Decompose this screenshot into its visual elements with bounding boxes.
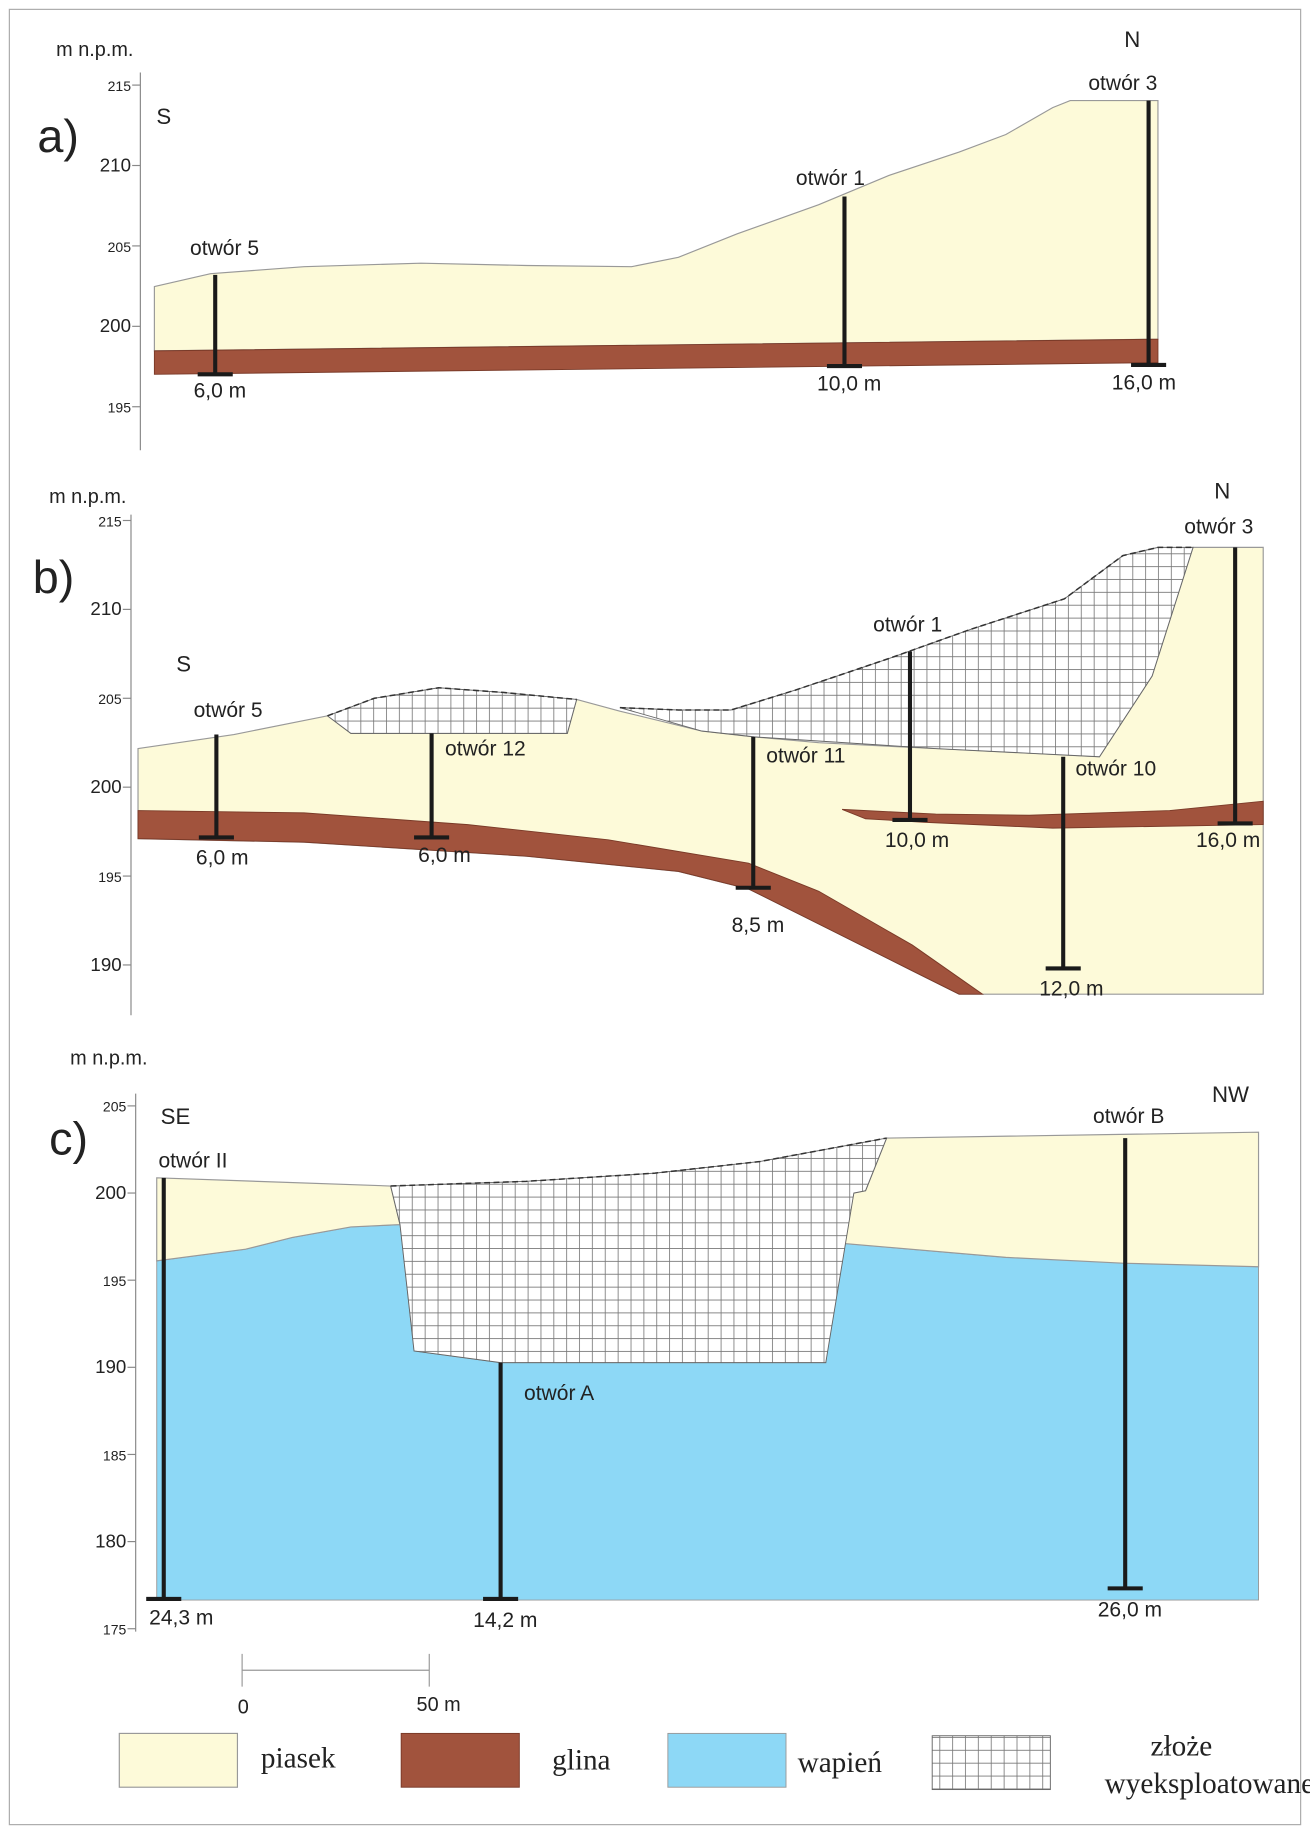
borehole-name: otwór A — [524, 1382, 594, 1405]
tick-label: 215 — [98, 513, 122, 529]
borehole-name: otwór II — [158, 1149, 227, 1172]
legend-swatch — [400, 1732, 520, 1788]
tick-label: 215 — [108, 78, 132, 94]
borehole-name: otwór 1 — [796, 167, 865, 190]
panel-label: a) — [37, 110, 79, 162]
exploited-deposit — [390, 1137, 888, 1364]
section-c — [156, 1131, 1260, 1601]
clay-layer — [153, 338, 1159, 375]
borehole-name: otwór 11 — [766, 745, 845, 768]
sand-layer — [841, 1131, 1260, 1268]
borehole-depth: 6,0 m — [418, 844, 471, 867]
tick-label: 205 — [108, 239, 132, 255]
tick-label: 210 — [100, 154, 131, 175]
tick-label: 195 — [108, 400, 132, 416]
section-b — [137, 546, 1264, 995]
clay-layer — [137, 810, 984, 995]
borehole-name: otwór 3 — [1184, 515, 1253, 538]
tick-label: 175 — [103, 1622, 127, 1638]
legend-swatch — [667, 1732, 787, 1788]
borehole-depth: 16,0 m — [1112, 371, 1176, 394]
former-surface — [390, 1137, 887, 1187]
former-surface — [327, 686, 577, 717]
tick-label: 195 — [103, 1273, 127, 1289]
direction-label: S — [156, 104, 171, 129]
tick-label: 200 — [90, 776, 121, 797]
axis-unit: m n.p.m. — [56, 39, 133, 61]
legend: piasek glina wapień złoże wyeksploatowan… — [118, 1731, 1310, 1800]
scale-bar: 0 50 m — [238, 1653, 461, 1719]
direction-label: SE — [161, 1104, 191, 1129]
borehole-name: otwór B — [1093, 1105, 1164, 1128]
borehole-depth: 6,0 m — [196, 846, 249, 869]
tick-label: 195 — [98, 869, 122, 885]
exploited-deposit — [619, 546, 1194, 758]
direction-label: N — [1214, 478, 1230, 503]
exploited-deposit — [326, 687, 578, 734]
borehole-name: otwór 5 — [190, 237, 259, 260]
tick-label: 190 — [90, 954, 121, 975]
borehole-depth: 10,0 m — [817, 373, 881, 396]
scale-label: 50 m — [417, 1694, 461, 1716]
legend-label: wapień — [798, 1747, 883, 1779]
legend-swatch — [118, 1732, 239, 1788]
legend-label: złoże — [1151, 1731, 1213, 1763]
borehole-name: otwór 3 — [1088, 72, 1157, 95]
axis-unit: m n.p.m. — [70, 1047, 147, 1069]
borehole-depth: 10,0 m — [885, 829, 949, 852]
tick-label: 210 — [90, 598, 121, 619]
borehole-depth: 12,0 m — [1039, 977, 1103, 1000]
frame — [8, 8, 1302, 1826]
borehole-depth: 6,0 m — [194, 380, 247, 403]
tick-label: 190 — [95, 1356, 126, 1377]
borehole-name: otwór 10 — [1075, 757, 1156, 780]
borehole-name: otwór 12 — [445, 738, 526, 761]
scale-label: 0 — [238, 1697, 249, 1719]
legend-label: piasek — [261, 1742, 336, 1774]
axis-unit: m n.p.m. — [49, 486, 126, 508]
borehole-depth: 8,5 m — [732, 914, 785, 937]
tick-label: 200 — [95, 1182, 126, 1203]
former-surface — [619, 546, 1194, 711]
borehole-depth: 24,3 m — [149, 1607, 213, 1630]
legend-swatch — [931, 1735, 1051, 1791]
tick-label: 200 — [100, 315, 131, 336]
borehole-name: otwór 5 — [194, 699, 263, 722]
borehole-depth: 26,0 m — [1098, 1598, 1162, 1621]
panel-label: b) — [33, 551, 75, 603]
tick-label: 185 — [103, 1447, 127, 1463]
section-a — [153, 100, 1159, 375]
legend-label: wyeksploatowane — [1105, 1768, 1310, 1800]
borehole-depth: 14,2 m — [473, 1609, 537, 1632]
direction-label: S — [176, 651, 191, 676]
sand-layer — [153, 100, 1159, 352]
tick-label: 205 — [98, 691, 122, 707]
borehole-depth: 16,0 m — [1196, 829, 1260, 852]
tick-label: 180 — [95, 1530, 126, 1551]
tick-label: 205 — [103, 1099, 127, 1115]
borehole-name: otwór 1 — [873, 614, 942, 637]
legend-label: glina — [552, 1745, 610, 1777]
direction-label: N — [1124, 27, 1140, 52]
panel-label: c) — [49, 1112, 88, 1164]
direction-label: NW — [1212, 1082, 1249, 1107]
